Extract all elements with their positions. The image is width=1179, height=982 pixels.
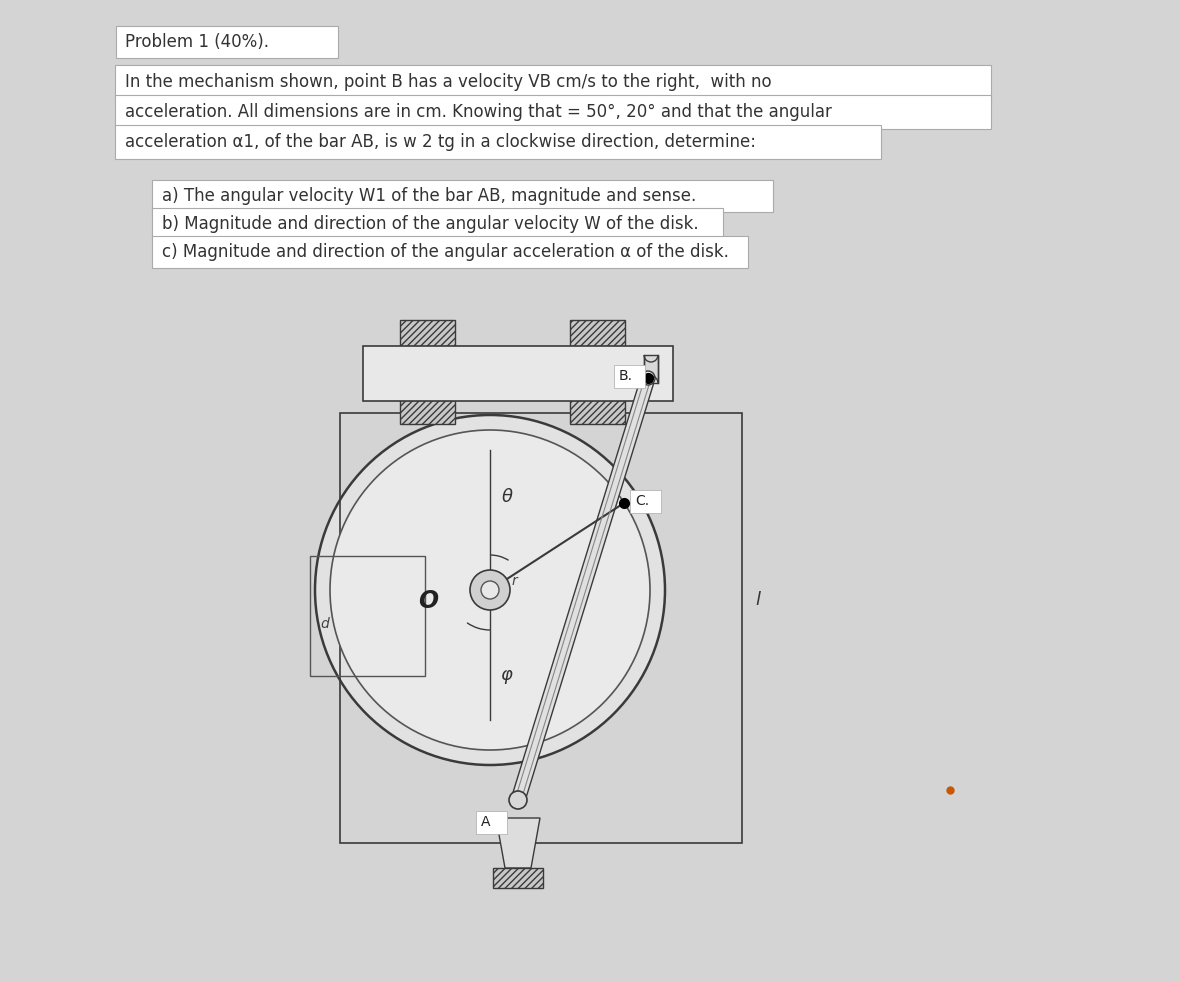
Bar — [340, 413, 742, 843]
Circle shape — [509, 791, 527, 809]
Polygon shape — [512, 376, 654, 802]
Text: d: d — [320, 617, 329, 631]
FancyBboxPatch shape — [116, 26, 338, 58]
Circle shape — [511, 793, 525, 807]
Text: l: l — [755, 591, 760, 609]
Text: c) Magnitude and direction of the angular acceleration α of the disk.: c) Magnitude and direction of the angula… — [162, 243, 729, 261]
Bar — [400, 320, 455, 348]
Polygon shape — [496, 818, 540, 868]
FancyBboxPatch shape — [152, 236, 747, 268]
Text: B.: B. — [619, 369, 633, 383]
FancyBboxPatch shape — [116, 125, 881, 159]
Text: Problem 1 (40%).: Problem 1 (40%). — [125, 33, 269, 51]
Circle shape — [470, 570, 511, 610]
Text: acceleration. All dimensions are in cm. Knowing that = 50°, 20° and that the ang: acceleration. All dimensions are in cm. … — [125, 103, 832, 121]
Circle shape — [330, 430, 650, 750]
Bar — [310, 556, 424, 676]
Circle shape — [481, 581, 499, 599]
Text: A: A — [481, 815, 490, 829]
Bar — [400, 400, 455, 424]
Text: a) The angular velocity W1 of the bar AB, magnitude and sense.: a) The angular velocity W1 of the bar AB… — [162, 187, 697, 205]
Bar — [569, 320, 625, 348]
FancyBboxPatch shape — [152, 208, 723, 240]
Bar — [363, 346, 673, 401]
Bar — [569, 400, 625, 424]
Text: φ: φ — [500, 666, 512, 684]
FancyBboxPatch shape — [116, 95, 992, 129]
Text: In the mechanism shown, point B has a velocity VB cm/s to the right,  with no: In the mechanism shown, point B has a ve… — [125, 73, 771, 91]
Circle shape — [315, 415, 665, 765]
Text: O: O — [419, 589, 439, 613]
FancyBboxPatch shape — [476, 810, 507, 834]
Text: C.: C. — [635, 494, 650, 508]
FancyBboxPatch shape — [116, 65, 992, 99]
Circle shape — [641, 371, 656, 385]
Bar — [644, 355, 658, 383]
FancyBboxPatch shape — [614, 364, 645, 388]
Text: θ: θ — [502, 488, 513, 506]
FancyBboxPatch shape — [631, 489, 661, 513]
Text: acceleration α1, of the bar AB, is w 2 tg in a clockwise direction, determine:: acceleration α1, of the bar AB, is w 2 t… — [125, 133, 756, 151]
FancyBboxPatch shape — [152, 180, 773, 212]
Text: b) Magnitude and direction of the angular velocity W of the disk.: b) Magnitude and direction of the angula… — [162, 215, 699, 233]
Bar — [493, 868, 544, 888]
Text: r: r — [512, 574, 518, 588]
